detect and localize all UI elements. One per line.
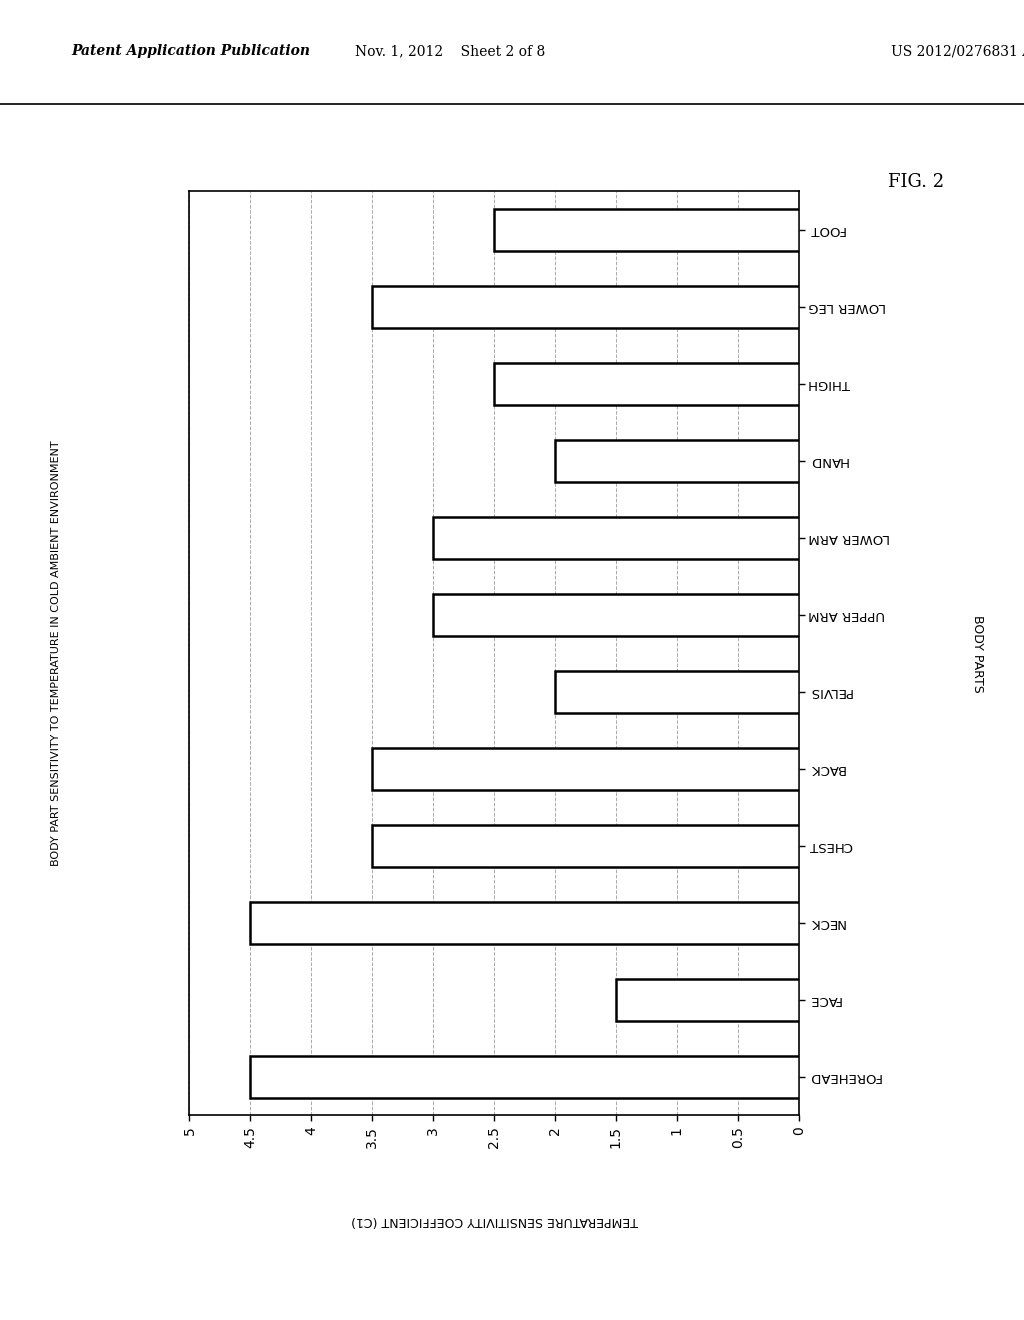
Text: BODY PARTS: BODY PARTS	[972, 615, 984, 692]
Text: BODY PART SENSITIVITY TO TEMPERATURE IN COLD AMBIENT ENVIRONMENT: BODY PART SENSITIVITY TO TEMPERATURE IN …	[51, 441, 61, 866]
FancyBboxPatch shape	[616, 978, 799, 1022]
FancyBboxPatch shape	[433, 594, 799, 636]
Text: Patent Application Publication: Patent Application Publication	[72, 44, 310, 58]
Text: US 2012/0276831 A1: US 2012/0276831 A1	[891, 44, 1024, 58]
FancyBboxPatch shape	[555, 671, 799, 713]
Text: TEMPERATURE SENSITIVITY COEFFICIENT (C1): TEMPERATURE SENSITIVITY COEFFICIENT (C1)	[350, 1214, 638, 1228]
FancyBboxPatch shape	[373, 285, 799, 329]
Text: FIG. 2: FIG. 2	[889, 173, 944, 191]
FancyBboxPatch shape	[373, 747, 799, 791]
FancyBboxPatch shape	[251, 1056, 799, 1098]
FancyBboxPatch shape	[495, 209, 799, 251]
FancyBboxPatch shape	[555, 440, 799, 482]
FancyBboxPatch shape	[251, 902, 799, 944]
Text: Nov. 1, 2012    Sheet 2 of 8: Nov. 1, 2012 Sheet 2 of 8	[355, 44, 546, 58]
FancyBboxPatch shape	[495, 363, 799, 405]
FancyBboxPatch shape	[373, 825, 799, 867]
FancyBboxPatch shape	[433, 516, 799, 560]
